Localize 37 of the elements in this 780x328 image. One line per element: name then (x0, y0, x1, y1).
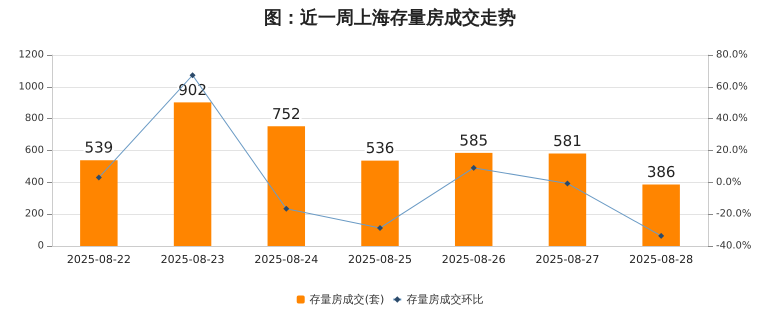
legend-label: 存量房成交(套) (310, 293, 384, 306)
chart-title: 图：近一周上海存量房成交走势 (264, 8, 516, 28)
data-label: 581 (553, 132, 582, 150)
y2-tick-label: 80.0% (716, 50, 748, 60)
y-tick-label: 1000 (18, 81, 44, 92)
bar (361, 160, 399, 246)
x-tick-label: 2025-08-23 (160, 253, 225, 266)
x-tick-label: 2025-08-26 (442, 253, 506, 266)
y2-tick-label: -40.0% (716, 240, 752, 252)
data-label: 386 (646, 163, 676, 182)
y-tick-label: 0 (38, 240, 44, 252)
y-tick-label: 800 (24, 113, 44, 124)
y2-tick-label: -20.0% (716, 208, 752, 220)
legend-label: 存量房成交环比 (406, 293, 484, 306)
bar (548, 154, 586, 246)
y2-tick-label: 40.0% (716, 113, 748, 124)
x-tick-label: 2025-08-27 (535, 253, 600, 266)
y2-tick-label: 60.0% (716, 81, 748, 92)
x-tick-label: 2025-08-28 (629, 253, 694, 266)
bar (80, 160, 118, 246)
data-label: 539 (84, 138, 114, 157)
x-tick-label: 2025-08-24 (254, 253, 318, 266)
data-label: 585 (459, 131, 488, 150)
y2-tick-label: 0.0% (716, 176, 742, 188)
bar (642, 184, 680, 246)
y-tick-label: 200 (24, 208, 44, 220)
y-tick-label: 400 (24, 176, 44, 188)
bar (268, 126, 306, 246)
x-tick-label: 2025-08-25 (348, 253, 412, 266)
y2-tick-label: 20.0% (716, 145, 748, 156)
bar (174, 102, 212, 246)
y-tick-label: 600 (24, 145, 44, 156)
data-label: 752 (272, 104, 301, 123)
y-tick-label: 1200 (18, 50, 44, 60)
data-label: 536 (366, 139, 394, 158)
bar (454, 152, 492, 246)
x-tick-label: 2025-08-22 (66, 253, 131, 266)
